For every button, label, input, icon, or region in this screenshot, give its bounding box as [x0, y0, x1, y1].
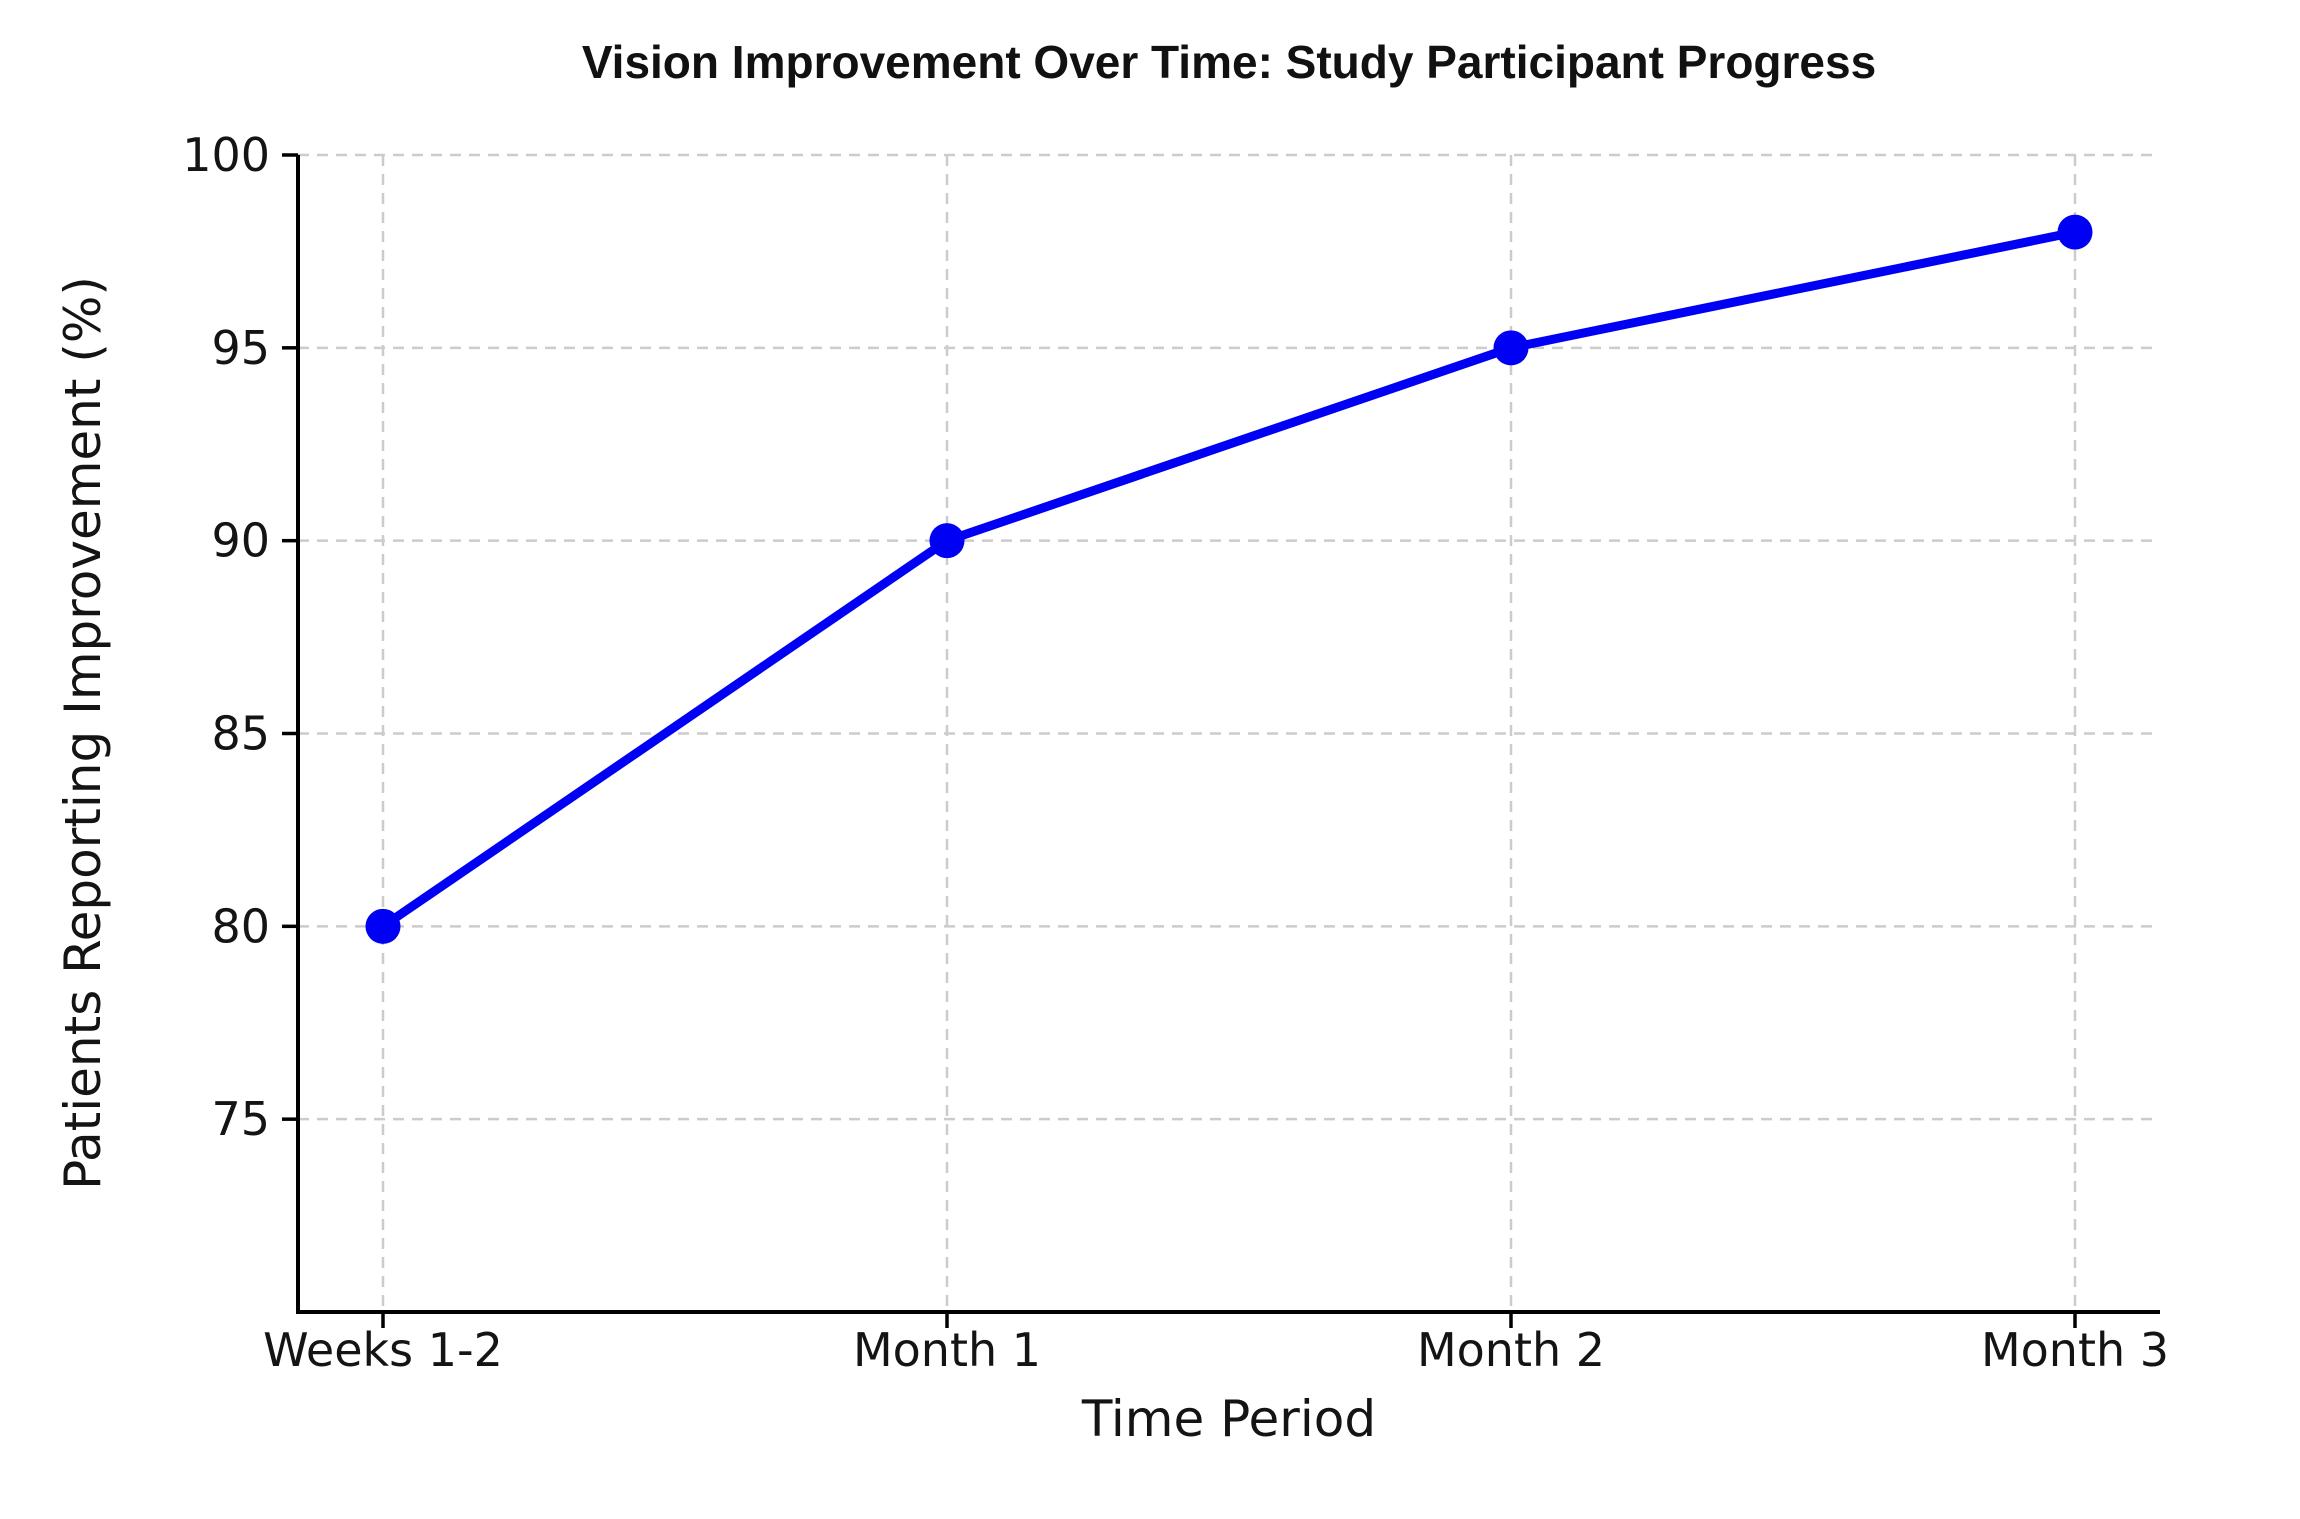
y-tick-label: 85 — [211, 707, 270, 761]
x-tick-label: Month 1 — [853, 1323, 1041, 1377]
x-tick-label: Month 2 — [1417, 1323, 1605, 1377]
x-tick-label: Weeks 1-2 — [263, 1323, 503, 1377]
plot-generated-layer: 75 80 85 90 95 100 Weeks 1-2 Month 1 Month 2 Mont… — [182, 128, 2169, 1377]
data-point-marker — [1493, 330, 1529, 366]
y-tick-label: 95 — [211, 321, 270, 375]
data-point-marker — [929, 523, 965, 559]
y-tick-label: 100 — [182, 128, 270, 182]
y-tick-label: 80 — [211, 899, 270, 953]
x-tick-label: Month 3 — [1981, 1323, 2169, 1377]
y-tick-label: 90 — [211, 514, 270, 568]
y-axis-title: Patients Reporting Improvement (%) — [54, 276, 112, 1190]
data-point-marker — [2057, 214, 2093, 250]
data-point-marker — [365, 908, 401, 944]
y-tick-label: 75 — [211, 1092, 270, 1146]
data-line — [378, 227, 2080, 931]
x-axis-title: Time Period — [1081, 1390, 1376, 1448]
chart-title: Vision Improvement Over Time: Study Part… — [582, 36, 1876, 88]
